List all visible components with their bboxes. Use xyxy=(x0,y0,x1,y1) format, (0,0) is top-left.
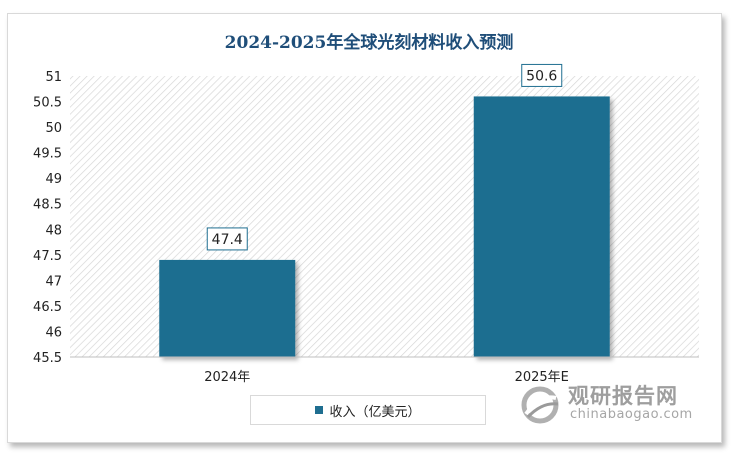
data-label: 47.4 xyxy=(212,232,243,248)
data-label-box xyxy=(521,63,563,87)
y-tick-label: 51 xyxy=(45,70,62,85)
watermark-url: chinabaogao.com xyxy=(570,407,693,422)
y-tick-label: 46.5 xyxy=(33,300,62,315)
x-tick-label: 2025年E xyxy=(515,370,569,385)
y-tick-label: 50.5 xyxy=(33,96,62,111)
watermark: 观研报告网 chinabaogao.com xyxy=(510,380,710,428)
chart-title: 2024-2025年全球光刻材料收入预测 xyxy=(224,33,514,53)
y-tick-label: 48 xyxy=(45,223,62,238)
y-tick-label: 46 xyxy=(45,325,62,340)
watermark-name: 观研报告网 xyxy=(568,384,678,408)
bar xyxy=(159,259,296,357)
y-tick-label: 49 xyxy=(45,172,62,187)
globe-logo-icon xyxy=(521,386,559,424)
y-tick-label: 49.5 xyxy=(33,147,62,162)
y-axis: 45.5 46 46.5 47 47.5 48 48.5 49 49.5 50 50.5 51 xyxy=(33,70,62,366)
data-label: 50.6 xyxy=(526,68,557,84)
bar xyxy=(473,96,610,357)
x-axis: 2024年 2025年E xyxy=(204,370,569,385)
data-label-box xyxy=(206,227,248,251)
bar-series: 47.4 50.6 xyxy=(159,63,610,357)
y-tick-label: 47 xyxy=(45,274,62,289)
y-tick-label: 50 xyxy=(45,121,62,136)
legend: 收入（亿美元） xyxy=(250,395,486,425)
y-tick-label: 48.5 xyxy=(33,198,62,213)
x-tick-label: 2024年 xyxy=(204,370,250,385)
y-tick-label: 45.5 xyxy=(33,351,62,366)
y-tick-label: 47.5 xyxy=(33,249,62,264)
legend-label: 收入（亿美元） xyxy=(329,404,421,420)
legend-swatch xyxy=(315,406,324,414)
